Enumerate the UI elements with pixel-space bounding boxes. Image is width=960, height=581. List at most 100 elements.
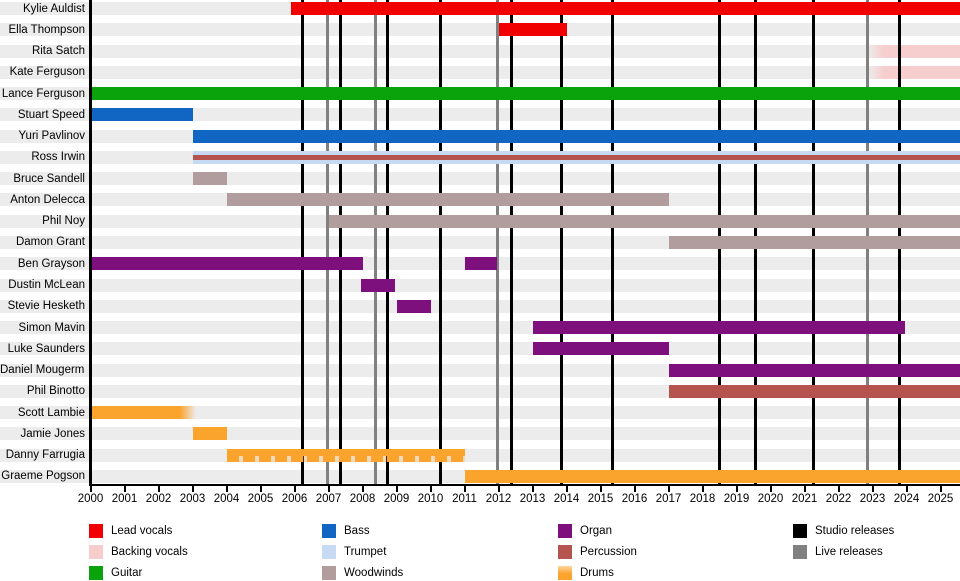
tenure-bar-backing_vocals [868,66,960,79]
tenure-bar-drums [465,470,960,483]
row-band [0,427,960,440]
member-name: Bruce Sandell [0,172,85,186]
year-tick [566,486,568,492]
row-band [0,342,960,355]
legend-swatch-bass [322,524,336,538]
legend-label-live_releases: Live releases [815,545,883,559]
year-tick [328,486,330,492]
tenure-bar-organ [361,279,395,292]
year-tick [464,486,466,492]
studio-release-line [339,0,342,484]
studio-release-line [439,0,442,484]
year-tick [498,486,500,492]
legend-label-drums: Drums [580,566,614,580]
tenure-bar-percussion [669,385,960,398]
year-tick [770,486,772,492]
tenure-bar-lead_vocals [291,2,960,15]
member-name: Damon Grant [0,235,85,249]
member-name: Phil Binotto [0,384,85,398]
year-tick [362,486,364,492]
legend-swatch-organ [558,524,572,538]
legend-swatch-lead_vocals [89,524,103,538]
tenure-bar-organ [397,300,431,313]
tenure-bar-woodwinds [329,215,960,228]
row-band [0,172,960,185]
year-tick [90,486,92,492]
row-band [0,45,960,58]
studio-release-line [386,0,389,484]
tenure-bar-bass [91,108,193,121]
member-name: Anton Delecca [0,193,85,207]
legend-label-studio_releases: Studio releases [815,524,894,538]
row-band [0,23,960,36]
year-tick [940,486,942,492]
member-name: Phil Noy [0,214,85,228]
legend-label-organ: Organ [580,524,612,538]
row-band [0,279,960,292]
member-name: Daniel Mougerman [0,363,85,377]
legend-swatch-live_releases [793,545,807,559]
legend-swatch-backing_vocals [89,545,103,559]
year-tick [294,486,296,492]
legend-label-lead_vocals: Lead vocals [111,524,172,538]
year-tick [634,486,636,492]
x-axis-line [89,484,960,486]
year-tick [804,486,806,492]
y-axis-line [89,0,92,484]
legend-label-backing_vocals: Backing vocals [111,545,188,559]
year-tick [906,486,908,492]
tenure-bar-drums [91,406,196,419]
legend-swatch-drums [558,566,572,580]
member-name: Lance Ferguson [0,87,85,101]
year-tick [124,486,126,492]
tenure-bar-woodwinds [227,193,669,206]
year-tick [396,486,398,492]
member-name: Scott Lambie [0,406,85,420]
legend-swatch-trumpet [322,545,336,559]
live-release-line [326,0,329,484]
year-tick [192,486,194,492]
legend-swatch-percussion [558,545,572,559]
member-name: Yuri Pavlinov [0,129,85,143]
legend-label-percussion: Percussion [580,545,637,559]
year-label: 2025 [921,493,960,505]
overlay-stripe-percussion [193,155,960,160]
tenure-bar-backing_vocals [868,45,960,58]
member-name: Luke Saunders [0,342,85,356]
year-tick [838,486,840,492]
tenure-bar-organ [533,342,669,355]
member-name: Danny Farrugia [0,448,85,462]
legend-swatch-studio_releases [793,524,807,538]
member-name: Jamie Jones [0,427,85,441]
live-release-line [374,0,377,484]
tenure-bar-guitar [91,87,960,100]
member-name: Rita Satch [0,44,85,58]
member-name: Kylie Auldist [0,2,85,16]
member-name: Ben Grayson [0,257,85,271]
member-name: Simon Mavin [0,321,85,335]
member-name: Stuart Speed [0,108,85,122]
member-name: Graeme Pogson [0,469,85,483]
legend-swatch-guitar [89,566,103,580]
legend-label-guitar: Guitar [111,566,142,580]
tenure-bar-lead_vocals [499,23,567,36]
year-tick [532,486,534,492]
studio-release-line [611,0,614,484]
row-band [0,300,960,313]
tenure-bar-bass [193,130,960,143]
tenure-bar-woodwinds [193,172,227,185]
year-tick [600,486,602,492]
year-tick [702,486,704,492]
tenure-bar-organ [465,257,497,270]
year-tick [260,486,262,492]
studio-release-line [301,0,304,484]
legend-label-trumpet: Trumpet [344,545,386,559]
tenure-bar-trumpet [193,151,960,164]
legend-swatch-woodwinds [322,566,336,580]
year-tick [226,486,228,492]
member-name: Kate Ferguson [0,65,85,79]
member-name: Ross Irwin [0,150,85,164]
tenure-bar-drums [193,427,227,440]
year-tick [430,486,432,492]
